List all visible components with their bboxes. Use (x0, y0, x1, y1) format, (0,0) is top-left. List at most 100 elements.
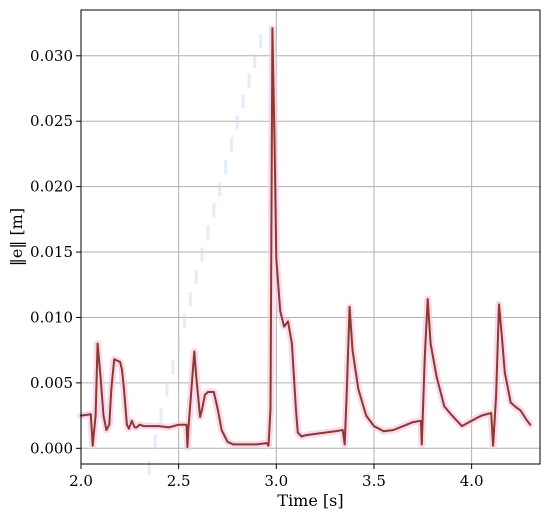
data-point (158, 425, 160, 427)
data-point (138, 423, 141, 426)
ghost-point (241, 94, 245, 109)
series-line (80, 27, 532, 448)
ghost-point (188, 292, 192, 307)
data-point (424, 355, 426, 358)
data-point (246, 443, 248, 446)
y-tick-label: 0.015 (30, 243, 73, 261)
data-point (324, 431, 326, 434)
data-point (96, 342, 99, 345)
data-point (216, 408, 219, 410)
data-point (128, 427, 130, 430)
x-tick-label: 3.0 (264, 472, 288, 490)
data-point (207, 391, 209, 393)
data-point (108, 423, 111, 426)
data-point (185, 423, 188, 426)
ghost-point (206, 225, 210, 240)
x-tick-label: 2.5 (167, 472, 191, 490)
data-point (295, 408, 297, 410)
ghost-point (147, 460, 151, 475)
ghost-point (224, 160, 228, 175)
data-point (343, 443, 346, 446)
data-point (392, 429, 395, 431)
ghost-point (212, 203, 216, 218)
x-axis-ticks: 2.0 2.5 3.0 3.5 4.0 (69, 464, 484, 490)
data-point (402, 425, 405, 427)
data-point (435, 375, 438, 378)
data-point (204, 393, 206, 396)
x-tick-label: 2.0 (69, 472, 93, 490)
ghost-point (247, 73, 251, 88)
data-point (135, 426, 138, 429)
y-tick-label: 0.020 (30, 178, 73, 196)
data-point (373, 425, 375, 427)
data-point (501, 336, 503, 338)
data-point (351, 349, 354, 352)
data-point (519, 409, 522, 412)
data-point (90, 413, 92, 416)
data-point (348, 306, 351, 308)
data-point (105, 429, 108, 431)
data-point (314, 433, 317, 435)
data-point (133, 426, 136, 429)
ghost-point (165, 382, 169, 397)
y-tick-label: 0.010 (30, 308, 73, 326)
data-point (126, 423, 128, 426)
ghost-point (159, 408, 163, 423)
data-point (420, 420, 422, 422)
data-point (275, 257, 278, 260)
data-point (443, 405, 446, 408)
data-point (226, 441, 229, 443)
data-point (412, 421, 414, 423)
data-point (232, 443, 235, 446)
data-point (509, 401, 512, 404)
data-point (273, 133, 276, 136)
data-point (365, 414, 368, 417)
data-point (426, 298, 429, 300)
data-point (236, 443, 239, 446)
data-point (199, 416, 201, 418)
data-point (492, 444, 494, 447)
data-point (271, 27, 274, 30)
ghost-point (200, 247, 204, 262)
data-point (113, 358, 115, 361)
data-point (193, 350, 196, 353)
data-point (279, 310, 282, 312)
ghost-point (171, 360, 175, 375)
data-point (195, 375, 197, 378)
data-point (291, 342, 293, 345)
ghost-point (229, 137, 233, 152)
y-axis-ticks: 0.000 0.005 0.010 0.015 0.020 0.025 0.030 (30, 47, 81, 457)
data-point (213, 391, 215, 393)
data-point (99, 375, 102, 378)
data-point (525, 418, 528, 421)
data-point (142, 425, 145, 427)
y-axis-title: ‖e‖ [m] (7, 208, 26, 266)
data-point (287, 320, 289, 323)
data-point (201, 408, 203, 410)
x-axis-title: Time [s] (277, 491, 343, 510)
series-group (77, 24, 534, 451)
data-point (490, 412, 493, 414)
x-tick-label: 3.5 (362, 472, 386, 490)
data-point (177, 423, 180, 426)
y-tick-label: 0.000 (30, 439, 73, 457)
data-point (267, 444, 270, 447)
ghost-point (259, 34, 263, 49)
data-point (498, 303, 500, 306)
ghost-point (218, 182, 222, 197)
data-point (119, 361, 121, 363)
data-point (91, 444, 94, 447)
ghost-point (253, 54, 257, 69)
data-point (357, 388, 360, 391)
ghost-trail (147, 34, 263, 475)
data-point (102, 414, 105, 417)
data-point (168, 426, 170, 429)
data-point (131, 420, 133, 422)
data-point (297, 431, 299, 434)
data-point (269, 408, 272, 410)
data-point (429, 342, 432, 345)
data-point (451, 414, 453, 417)
data-point (94, 414, 97, 417)
data-point (334, 430, 336, 433)
x-tick-label: 4.0 (460, 472, 484, 490)
